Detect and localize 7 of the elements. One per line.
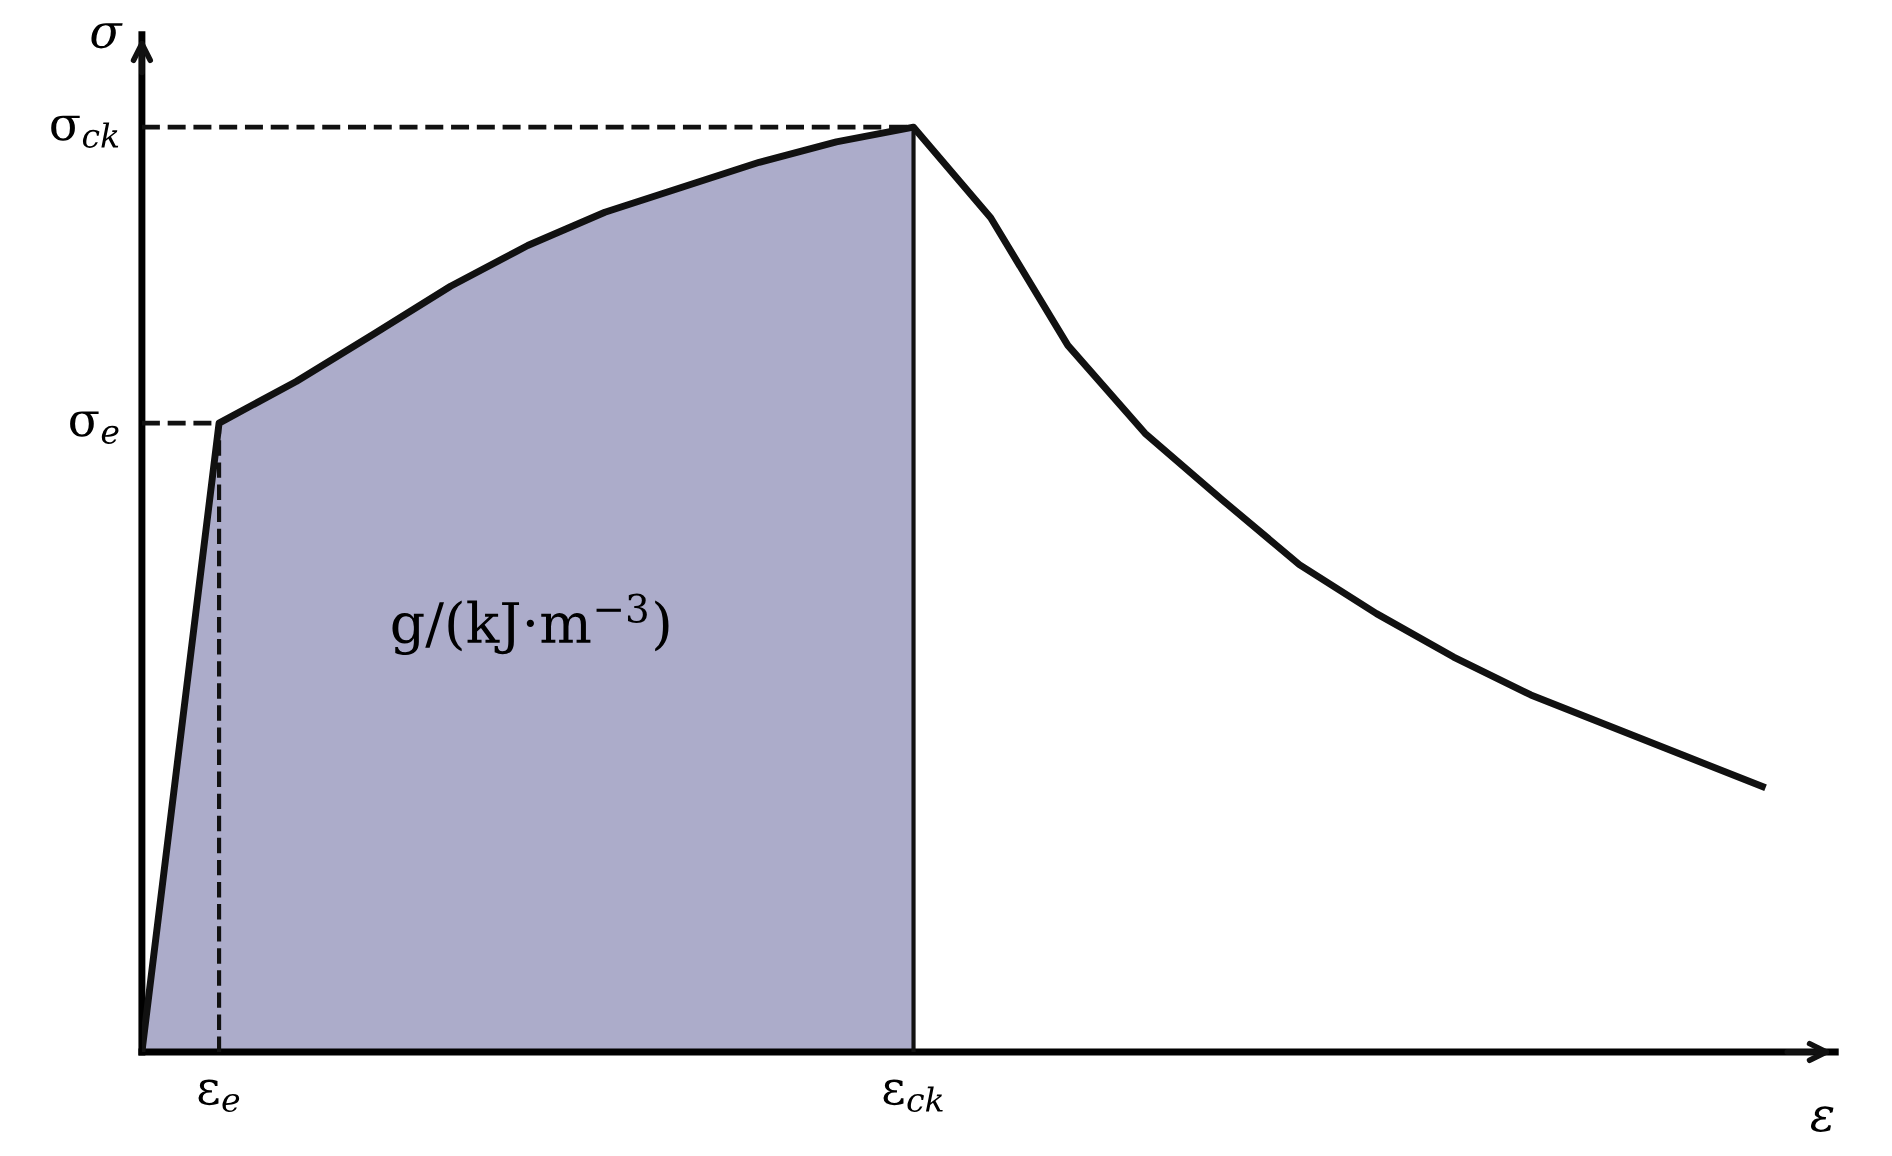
y-axis-title: σ (91, 23, 123, 49)
ref-line-label: σ$_{ck}$ (51, 115, 119, 148)
ref-line-label: σ$_{e}$ (70, 411, 119, 444)
annotation: g/(kJ·m$^{−3}$) (392, 593, 669, 655)
x-tick-label: ε$_{e}$ (198, 1079, 240, 1113)
x-axis-title: ε (1811, 1106, 1834, 1133)
x-tick-label: ε$_{ck}$ (883, 1079, 943, 1113)
